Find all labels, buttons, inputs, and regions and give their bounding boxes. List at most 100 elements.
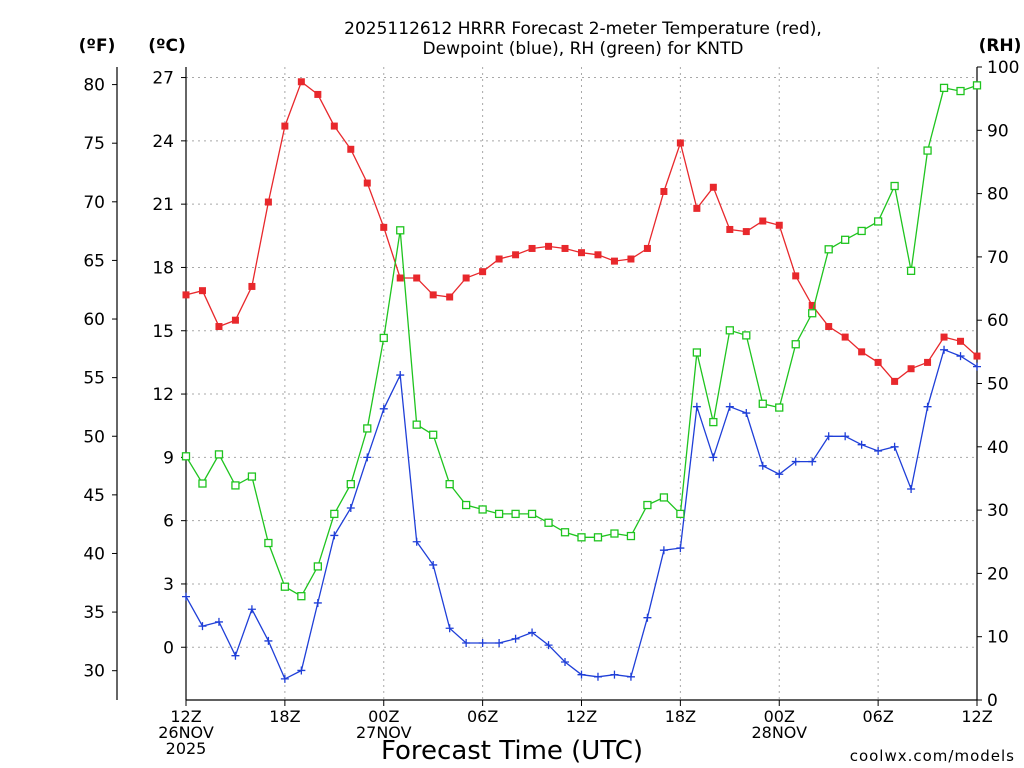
rh-point — [527, 509, 537, 519]
rh-tick-label: 90 — [987, 121, 1009, 141]
dewpoint-point — [528, 628, 537, 637]
temperature-point — [215, 323, 223, 331]
dewpoint-point — [824, 432, 833, 441]
rh-tick-label: 40 — [987, 438, 1009, 458]
dewpoint-point — [940, 345, 949, 354]
temperature-point — [841, 333, 849, 341]
rh-unit-label: (RH) — [979, 36, 1022, 56]
dewpoint-point — [363, 453, 372, 462]
rh-point — [857, 226, 866, 236]
dewpoint-point — [709, 453, 718, 462]
dewpoint-point — [775, 470, 784, 479]
celsius-tick-label: 6 — [163, 512, 174, 532]
temperature-point — [891, 377, 899, 385]
rh-point — [313, 562, 322, 571]
dewpoint-point — [264, 636, 273, 645]
x-tick-label: 12Z — [170, 707, 201, 726]
rh-point — [775, 403, 784, 412]
temperature-point — [775, 221, 783, 229]
x-tick-label: 2025 — [166, 739, 207, 758]
rh-point — [429, 430, 438, 439]
temperature-point — [742, 228, 750, 236]
rh-point — [808, 309, 817, 318]
temperature-point — [413, 274, 421, 282]
dewpoint-point — [577, 670, 586, 679]
dewpoint-point — [890, 442, 899, 451]
temperature-point — [281, 122, 289, 130]
temperature-point — [182, 291, 190, 299]
temperature-point — [940, 333, 948, 341]
data-series — [181, 78, 982, 683]
temperature-point — [347, 145, 355, 153]
fahrenheit-tick-label: 75 — [83, 134, 105, 154]
dewpoint-point — [511, 634, 520, 643]
rh-point — [412, 420, 421, 429]
temperature-point — [561, 244, 569, 252]
temperature-point — [429, 291, 437, 299]
celsius-tick-label: 24 — [152, 132, 174, 152]
dewpoint-point — [561, 658, 570, 667]
temperature-point — [446, 293, 454, 301]
temperature-point — [693, 204, 701, 212]
temperature-point — [330, 122, 338, 130]
fahrenheit-tick-label: 35 — [83, 603, 105, 623]
rh-point — [890, 181, 899, 191]
temperature-point — [924, 358, 932, 366]
temperature-point — [314, 90, 322, 98]
fahrenheit-tick-label: 60 — [83, 310, 105, 330]
x-tick-label: 00Z — [368, 707, 399, 726]
rh-point — [709, 417, 718, 427]
gridlines — [186, 67, 977, 700]
dewpoint-point — [874, 447, 883, 456]
temperature-point — [825, 323, 833, 331]
dewpoint-point — [247, 605, 256, 614]
rh-point — [280, 582, 290, 591]
x-tick-label: 28NOV — [751, 723, 807, 742]
rh-point — [396, 226, 405, 235]
dewpoint-point — [182, 592, 190, 601]
rh-point — [494, 509, 504, 519]
rh-tick-label: 0 — [987, 691, 998, 711]
rh-point — [544, 518, 553, 527]
celsius-tick-label: 27 — [152, 69, 174, 89]
dewpoint-point — [379, 404, 388, 413]
temperature-point — [528, 244, 536, 252]
rh-point — [956, 86, 965, 96]
rh-tick-label: 70 — [987, 248, 1009, 268]
celsius-tick-label: 21 — [152, 195, 174, 215]
temperature-point — [231, 316, 239, 324]
temperature-point — [396, 274, 404, 282]
fahrenheit-unit-label: (ºF) — [79, 36, 116, 56]
rh-point — [791, 340, 800, 349]
dewpoint-point — [231, 651, 240, 660]
x-tick-label: 12Z — [566, 707, 597, 726]
temperature-point — [545, 242, 553, 250]
rh-point — [560, 528, 570, 537]
rh-point — [346, 479, 355, 489]
rh-tick-label: 10 — [987, 628, 1009, 648]
dewpoint-point — [313, 598, 322, 607]
rh-tick-label: 100 — [987, 58, 1019, 78]
rh-point — [577, 533, 586, 542]
dewpoint-point — [758, 461, 767, 470]
rh-point — [676, 509, 685, 519]
temperature-point — [874, 358, 882, 366]
celsius-tick-label: 15 — [152, 322, 174, 342]
dewpoint-point — [659, 546, 668, 555]
temperature-point — [726, 225, 734, 233]
fahrenheit-tick-label: 45 — [83, 486, 105, 506]
rh-point — [297, 592, 306, 601]
rh-line — [185, 84, 978, 598]
rh-point — [593, 533, 603, 542]
temperature-point — [676, 139, 684, 147]
fahrenheit-tick-label: 40 — [83, 544, 105, 564]
temperature-point — [198, 287, 206, 295]
dewpoint-point — [725, 402, 734, 411]
rh-point — [692, 348, 702, 357]
rh-point — [725, 326, 734, 335]
temperature-point — [578, 249, 585, 257]
dewpoint-point — [626, 672, 635, 681]
dewpoint-point — [544, 641, 553, 650]
dewpoint-point — [429, 560, 438, 569]
fahrenheit-tick-label: 65 — [83, 251, 105, 271]
